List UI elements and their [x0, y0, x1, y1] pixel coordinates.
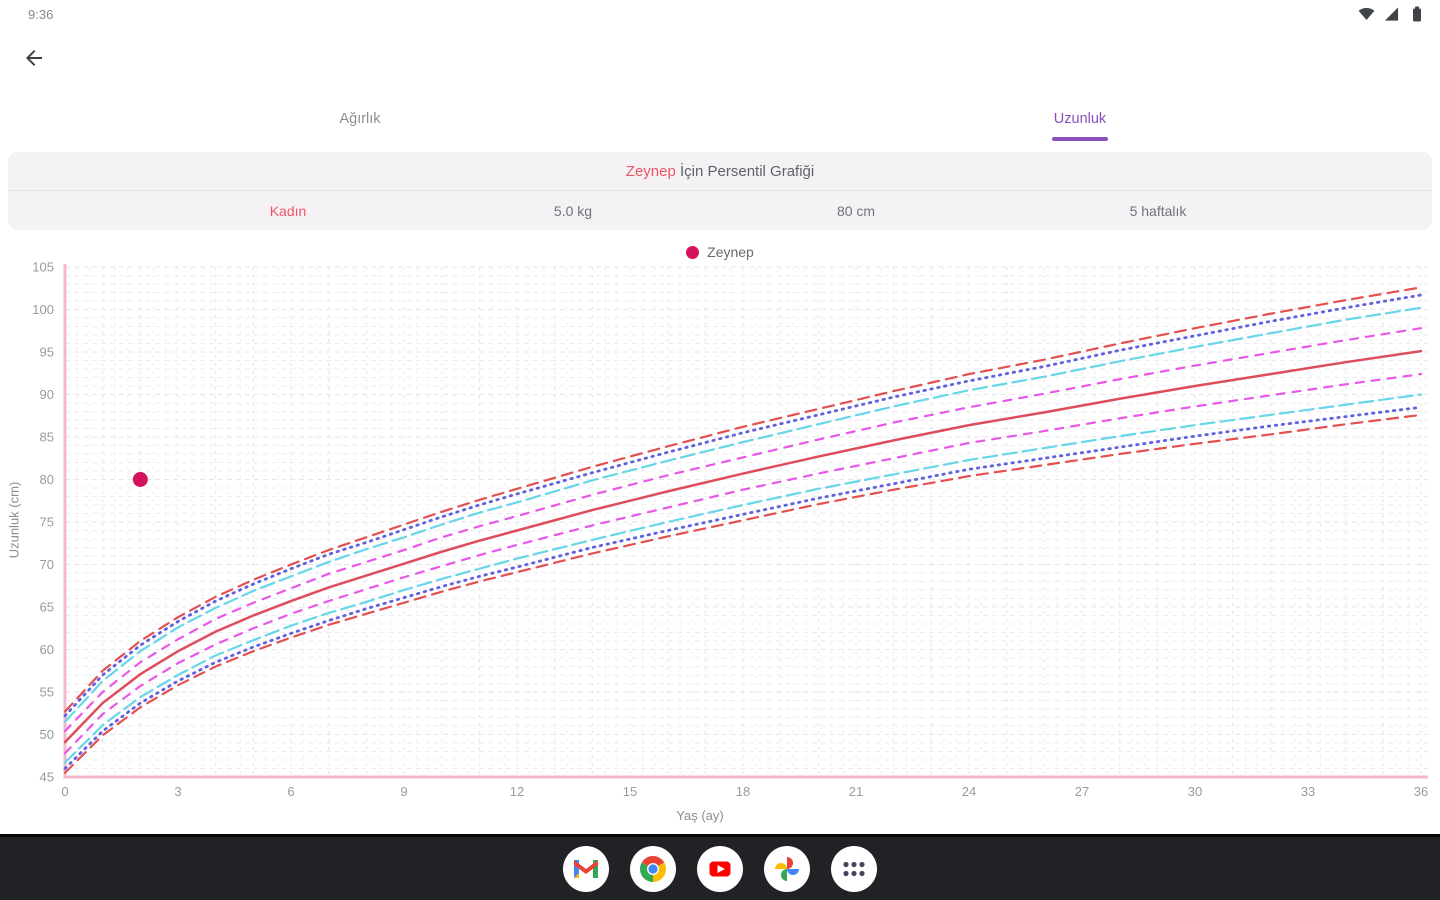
y-axis-title: Uzunluk (cm) [6, 481, 22, 559]
svg-text:27: 27 [1075, 784, 1089, 799]
svg-text:80: 80 [40, 472, 54, 487]
svg-text:85: 85 [40, 430, 54, 445]
status-time: 9:36 [28, 7, 54, 22]
svg-text:90: 90 [40, 387, 54, 402]
svg-text:45: 45 [40, 770, 54, 785]
svg-text:12: 12 [510, 784, 524, 799]
tab-indicator [1052, 137, 1108, 141]
svg-text:50: 50 [40, 727, 54, 742]
svg-text:21: 21 [849, 784, 863, 799]
svg-text:105: 105 [32, 262, 54, 275]
svg-text:95: 95 [40, 345, 54, 360]
svg-text:15: 15 [623, 784, 637, 799]
svg-text:6: 6 [287, 784, 294, 799]
svg-text:18: 18 [736, 784, 750, 799]
svg-text:60: 60 [40, 642, 54, 657]
taskbar [0, 834, 1440, 900]
status-icons [1358, 6, 1426, 22]
percentile-header-card: Zeynep İçin Persentil Grafiği Kadın 5.0 … [8, 152, 1432, 230]
info-length: 80 cm [836, 202, 876, 219]
child-name: Zeynep [625, 163, 676, 180]
svg-text:24: 24 [962, 784, 976, 799]
svg-text:70: 70 [40, 557, 54, 572]
x-axis-title: Yaş (ay) [676, 808, 724, 823]
svg-text:36: 36 [1414, 784, 1428, 799]
svg-text:3: 3 [174, 784, 181, 799]
gmail-icon[interactable] [563, 845, 609, 892]
wifi-icon [1358, 8, 1375, 20]
svg-text:75: 75 [40, 515, 54, 530]
info-weight: 5.0 kg [553, 202, 593, 219]
chrome-icon[interactable] [630, 845, 676, 892]
svg-text:55: 55 [40, 685, 54, 700]
info-gender: Kadın [269, 202, 307, 219]
back-button[interactable] [18, 42, 50, 74]
svg-text:65: 65 [40, 600, 54, 615]
arrow-back-icon [26, 50, 42, 66]
google-photos-icon[interactable] [764, 845, 810, 892]
legend-label: Zeynep [707, 244, 754, 260]
svg-text:9: 9 [400, 784, 407, 799]
tab-agirlik[interactable]: Ağırlık [339, 111, 381, 127]
youtube-icon[interactable] [697, 845, 743, 892]
svg-text:33: 33 [1301, 784, 1315, 799]
svg-text:100: 100 [32, 302, 54, 317]
app-drawer-icon[interactable] [831, 845, 877, 892]
growth-chart: 0 3 6 9 12 15 18 21 24 27 30 33 36455055606570758085… [32, 262, 1428, 799]
cellular-icon [1384, 7, 1399, 21]
card-info-row: Kadın 5.0 kg 80 cm 5 haftalık [8, 191, 1432, 230]
legend-dot [686, 245, 700, 259]
card-title: Zeynep İçin Persentil Grafiği [8, 152, 1432, 190]
svg-text:30: 30 [1188, 784, 1202, 799]
info-age: 5 haftalık [1129, 202, 1187, 219]
chart-legend: Zeynep [0, 240, 1440, 264]
tab-uzunluk[interactable]: Uzunluk [1053, 111, 1107, 127]
svg-text:0: 0 [61, 784, 68, 799]
card-title-rest: İçin Persentil Grafiği [675, 163, 815, 180]
battery-icon [1413, 6, 1421, 22]
card-divider [8, 190, 1432, 191]
tab-bar: Ağırlık Uzunluk [0, 92, 1440, 146]
